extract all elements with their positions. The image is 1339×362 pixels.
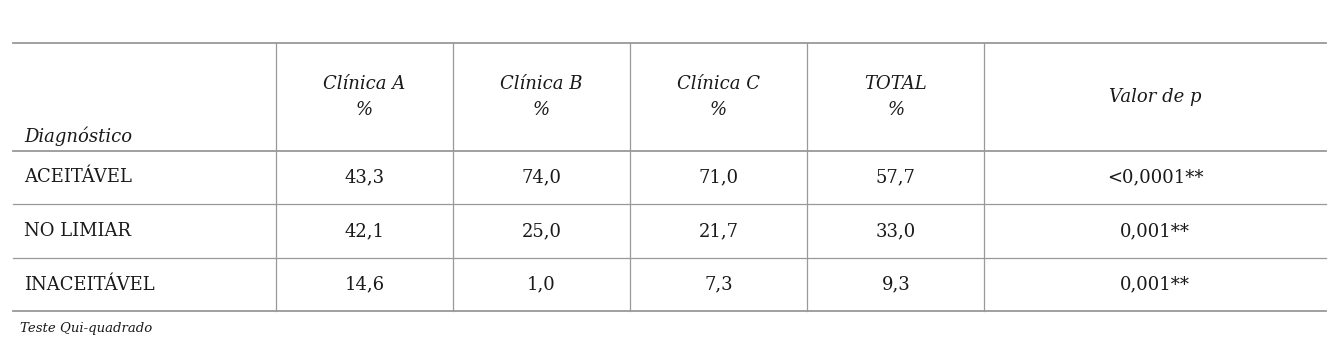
- Text: 9,3: 9,3: [881, 275, 911, 294]
- Text: 21,7: 21,7: [699, 222, 739, 240]
- Text: %: %: [356, 101, 374, 119]
- Text: Clínica A: Clínica A: [323, 75, 406, 93]
- Text: 43,3: 43,3: [344, 168, 384, 186]
- Text: Teste Qui-quadrado: Teste Qui-quadrado: [20, 322, 153, 335]
- Text: Clínica C: Clínica C: [678, 75, 761, 93]
- Text: %: %: [710, 101, 727, 119]
- Text: 33,0: 33,0: [876, 222, 916, 240]
- Text: 57,7: 57,7: [876, 168, 916, 186]
- Text: 7,3: 7,3: [704, 275, 732, 294]
- Text: 1,0: 1,0: [528, 275, 556, 294]
- Text: 14,6: 14,6: [344, 275, 384, 294]
- Text: INACEITÁVEL: INACEITÁVEL: [24, 275, 155, 294]
- Text: TOTAL: TOTAL: [865, 75, 927, 93]
- Text: Valor de p: Valor de p: [1109, 88, 1201, 106]
- Text: 0,001**: 0,001**: [1119, 222, 1190, 240]
- Text: Diagnóstico: Diagnóstico: [24, 126, 133, 146]
- Text: <0,0001**: <0,0001**: [1107, 168, 1204, 186]
- Text: Clínica B: Clínica B: [501, 75, 582, 93]
- Text: 0,001**: 0,001**: [1119, 275, 1190, 294]
- Text: 42,1: 42,1: [344, 222, 384, 240]
- Text: NO LIMIAR: NO LIMIAR: [24, 222, 131, 240]
- Text: 71,0: 71,0: [699, 168, 739, 186]
- Text: %: %: [533, 101, 550, 119]
- Text: 74,0: 74,0: [522, 168, 561, 186]
- Text: %: %: [888, 101, 904, 119]
- Text: ACEITÁVEL: ACEITÁVEL: [24, 168, 133, 186]
- Text: 25,0: 25,0: [522, 222, 561, 240]
